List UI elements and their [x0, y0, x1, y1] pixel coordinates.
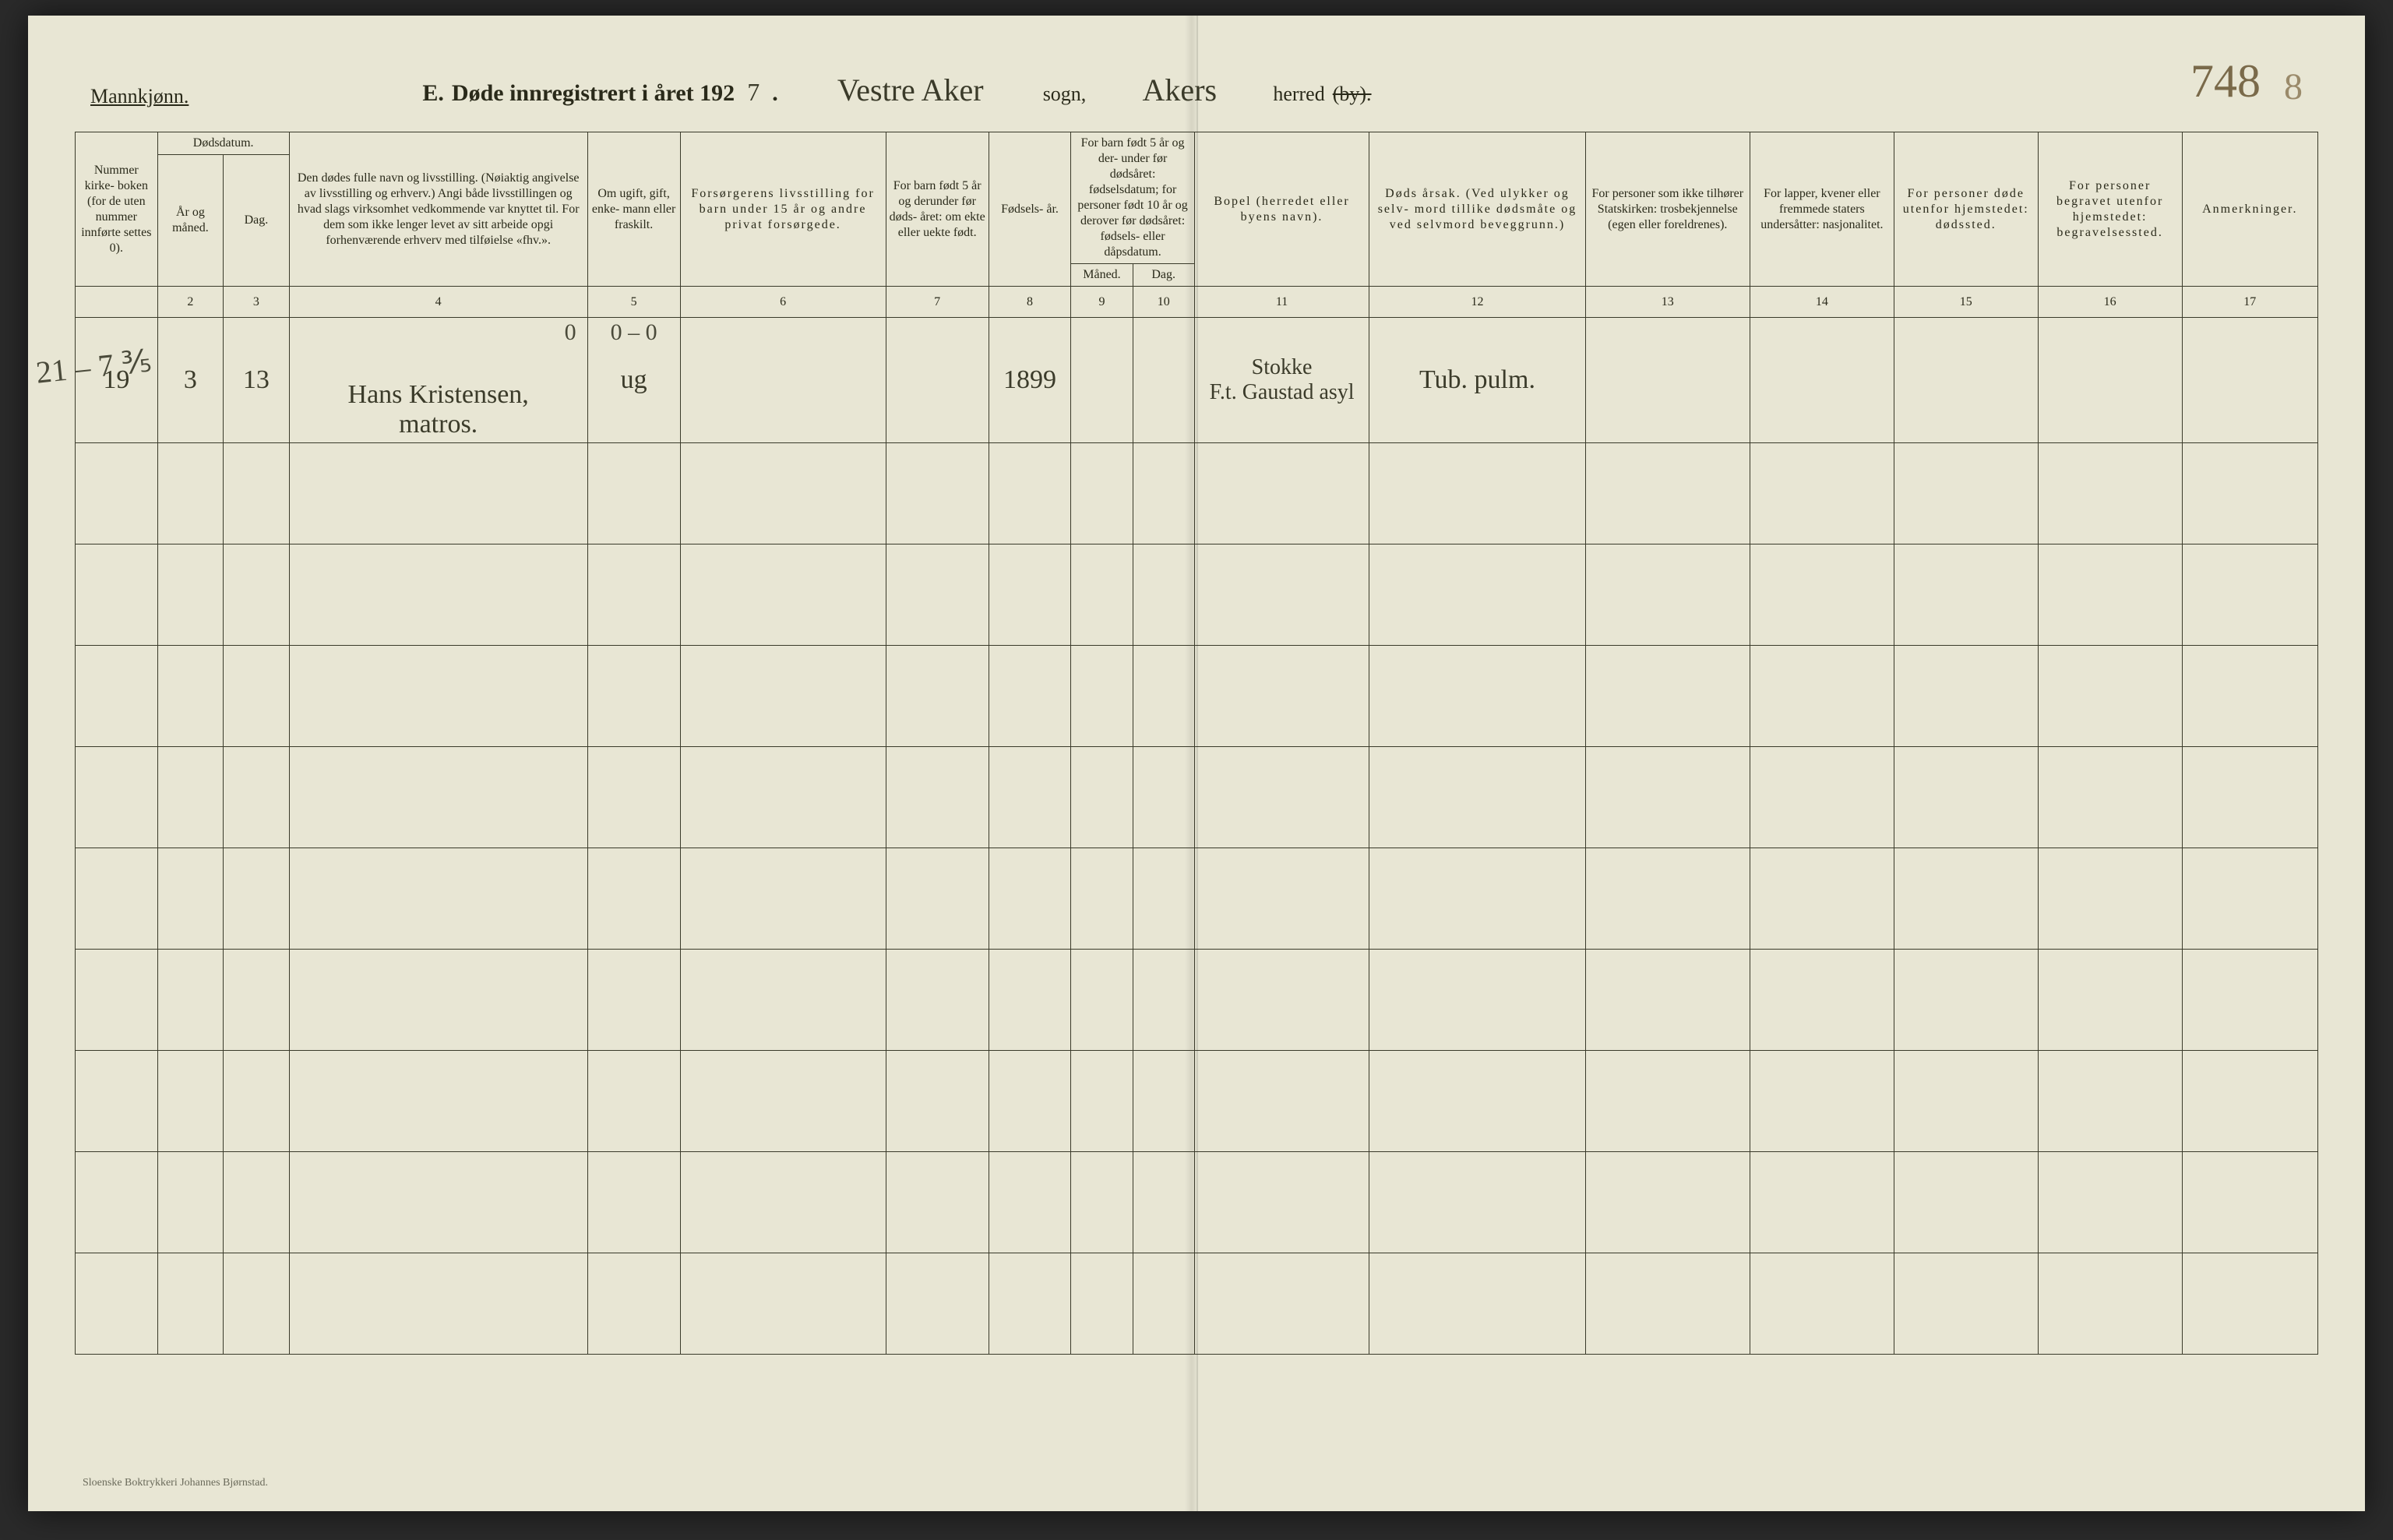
cell-c7: [886, 318, 989, 443]
cell-c15: [1894, 318, 2038, 443]
col-2-header: År og måned.: [157, 155, 224, 287]
section-letter: E.: [422, 80, 444, 107]
cell-c4: 0 Hans Kristensen, matros.: [289, 318, 587, 443]
col-1-header: Nummer kirke- boken (for de uten nummer …: [76, 132, 158, 287]
page-spine: [1196, 16, 1198, 1511]
col-6-header: Forsørgerens livsstilling for barn under…: [680, 132, 886, 287]
colnum-12: 12: [1369, 287, 1585, 318]
colnum-11: 11: [1194, 287, 1369, 318]
colnum-17: 17: [2182, 287, 2317, 318]
herred-hw: Akers: [1094, 72, 1265, 108]
colnum-3: 3: [224, 287, 290, 318]
col-16-header: For personer begravet utenfor hjemstedet…: [2038, 132, 2182, 287]
herred-label-pre: herred: [1273, 83, 1324, 106]
colnum-10: 10: [1133, 287, 1194, 318]
col-13-header: For personer som ikke tilhører Statskirk…: [1585, 132, 1750, 287]
col-14-header: For lapper, kvener eller fremmede stater…: [1750, 132, 1894, 287]
col-3-header: Dag.: [224, 155, 290, 287]
title-prefix: Døde innregistrert i året 192: [452, 80, 735, 107]
colnum-2: 2: [157, 287, 224, 318]
col-11-header: Bopel (herredet eller byens navn).: [1194, 132, 1369, 287]
col-9-10-group: For barn født 5 år og der- under før død…: [1071, 132, 1194, 264]
cell-c14: [1750, 318, 1894, 443]
annot-c4: 0: [565, 319, 576, 346]
colnum-9: 9: [1071, 287, 1133, 318]
colnum-1: [76, 287, 158, 318]
cell-c8: 1899: [989, 318, 1071, 443]
colnum-15: 15: [1894, 287, 2038, 318]
page-number-small: 8: [2284, 65, 2303, 108]
col-17-header: Anmerkninger.: [2182, 132, 2317, 287]
col-4-header: Den dødes fulle navn og livsstilling. (N…: [289, 132, 587, 287]
ledger-page: Mannkjønn. E. Døde innregistrert i året …: [28, 16, 2365, 1511]
sogn-label: sogn,: [1043, 83, 1087, 106]
cell-c12: Tub. pulm.: [1369, 318, 1585, 443]
cell-c6: [680, 318, 886, 443]
col-2-3-group: Dødsdatum.: [157, 132, 289, 155]
colnum-16: 16: [2038, 287, 2182, 318]
cell-c3: 13: [224, 318, 290, 443]
title-period: .: [772, 80, 778, 107]
cell-c13: [1585, 318, 1750, 443]
page-number-hw: 748: [2190, 55, 2261, 108]
col-8-header: Fødsels- år.: [989, 132, 1071, 287]
colnum-5: 5: [587, 287, 680, 318]
title-block: E. Døde innregistrert i året 192 7. Vestr…: [422, 72, 2159, 108]
cell-c10: [1133, 318, 1194, 443]
colnum-7: 7: [886, 287, 989, 318]
col-9-header: Måned.: [1071, 264, 1133, 287]
colnum-8: 8: [989, 287, 1071, 318]
cell-c9: [1071, 318, 1133, 443]
col-7-header: For barn født 5 år og derunder før døds-…: [886, 132, 989, 287]
cell-c17: [2182, 318, 2317, 443]
col-12-header: Døds årsak. (Ved ulykker og selv- mord t…: [1369, 132, 1585, 287]
colnum-14: 14: [1750, 287, 1894, 318]
printer-footer: Sloenske Boktrykkeri Johannes Bjørnstad.: [83, 1477, 268, 1489]
cell-c11: Stokke F.t. Gaustad asyl: [1194, 318, 1369, 443]
cell-c4-text: Hans Kristensen, matros.: [348, 380, 529, 439]
colnum-4: 4: [289, 287, 587, 318]
cell-c5-text: ug: [621, 365, 647, 394]
colnum-13: 13: [1585, 287, 1750, 318]
sogn-hw: Vestre Aker: [786, 72, 1035, 108]
cell-c5: 0 – 0 ug: [587, 318, 680, 443]
col-10-header: Dag.: [1133, 264, 1194, 287]
annot-c5: 0 – 0: [593, 319, 675, 346]
col-5-header: Om ugift, gift, enke- mann eller fraskil…: [587, 132, 680, 287]
cell-c16: [2038, 318, 2182, 443]
cell-c2: 3: [157, 318, 224, 443]
year-hw: 7: [742, 78, 764, 107]
herred-label-strike: (by).: [1333, 83, 1372, 106]
gender-label: Mannkjønn.: [90, 85, 189, 108]
colnum-6: 6: [680, 287, 886, 318]
col-15-header: For personer døde utenfor hjemstedet: dø…: [1894, 132, 2038, 287]
